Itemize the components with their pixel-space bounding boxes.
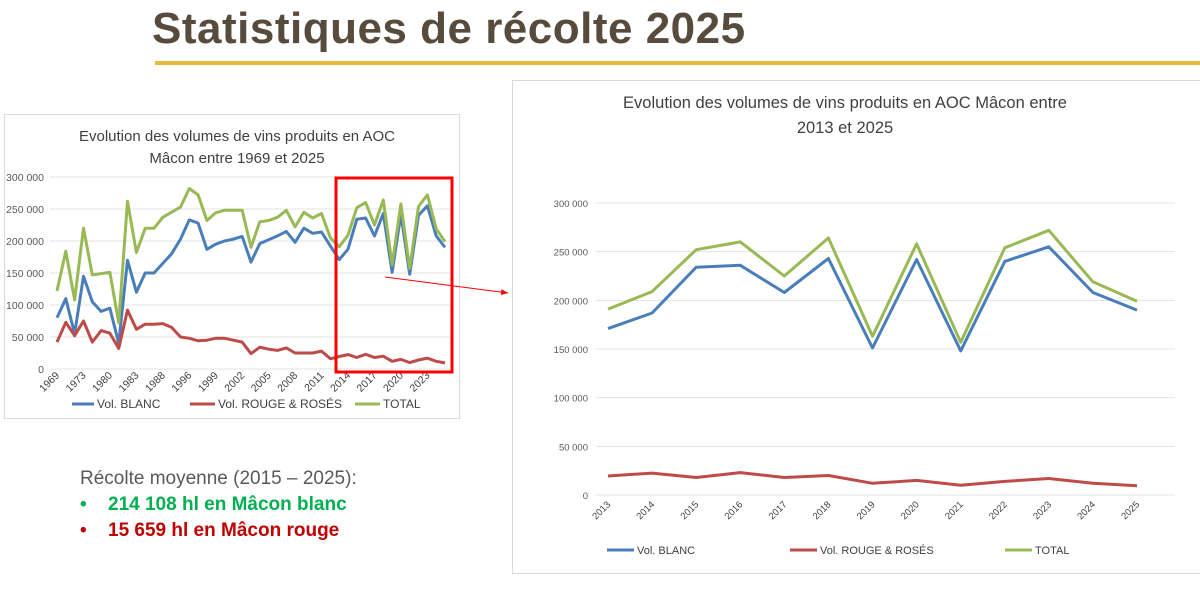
series-line-vol-rouge-ros-s: [55, 308, 446, 365]
chart-title: Evolution des volumes de vins produits e…: [79, 128, 395, 145]
x-tick-label: 2023: [1031, 499, 1054, 522]
x-tick-label: 1980: [90, 370, 115, 395]
x-tick-label: 2002: [222, 370, 247, 395]
y-tick-label: 50 000: [559, 442, 588, 453]
y-tick-label: 0: [38, 364, 44, 376]
series-line-vol-blanc: [55, 204, 447, 345]
x-tick-label: 1973: [64, 370, 89, 395]
x-tick-label: 1988: [143, 370, 168, 395]
chart-title: 2013 et 2025: [797, 119, 893, 137]
chart-2013-2025-frame: [512, 80, 1200, 574]
x-tick-label: 2015: [679, 499, 702, 522]
series-line-vol-blanc: [607, 245, 1138, 353]
y-tick-label: 150 000: [554, 345, 588, 356]
x-tick-label: 2017: [767, 499, 790, 522]
x-tick-label: 1999: [196, 370, 221, 395]
x-tick-label: 2008: [275, 370, 300, 395]
summary-item-blanc: • 214 108 hl en Mâcon blanc: [80, 492, 357, 518]
y-tick-label: 250 000: [554, 248, 588, 259]
x-tick-label: 2011: [302, 370, 327, 395]
x-tick-label: 2024: [1075, 499, 1098, 522]
x-tick-label: 2013: [590, 499, 613, 522]
x-tick-label: 2021: [943, 499, 966, 522]
x-tick-label: 2025: [1119, 499, 1142, 522]
page-title: Statistiques de récolte 2025: [152, 4, 746, 53]
x-tick-label: 1983: [116, 370, 141, 395]
x-tick-label: 2019: [855, 499, 878, 522]
highlight-rectangle: [334, 176, 454, 374]
legend-label: Vol. ROUGE & ROSÉS: [218, 396, 342, 411]
y-tick-label: 300 000: [6, 172, 44, 184]
summary-rouge-text: 15 659 hl en Mâcon rouge: [108, 520, 340, 541]
title-underline: [155, 61, 1200, 65]
series-line-total: [607, 228, 1138, 344]
average-harvest-summary: Récolte moyenne (2015 – 2025): • 214 108 …: [80, 466, 357, 544]
x-tick-label: 1996: [169, 370, 194, 395]
chart-title: Mâcon entre 1969 et 2025: [149, 150, 324, 167]
legend-label: TOTAL: [1035, 545, 1069, 557]
legend-label: Vol. BLANC: [637, 545, 695, 557]
y-tick-label: 200 000: [6, 236, 44, 248]
x-tick-label: 2022: [987, 499, 1010, 522]
y-tick-label: 300 000: [554, 199, 588, 210]
bullet-icon: •: [80, 520, 87, 541]
y-tick-label: 100 000: [554, 394, 588, 405]
x-tick-label: 2005: [249, 370, 274, 395]
zoom-arrow: [384, 276, 509, 296]
x-tick-label: 2020: [899, 499, 922, 522]
y-tick-label: 250 000: [6, 204, 44, 216]
y-tick-label: 0: [583, 491, 588, 502]
summary-heading: Récolte moyenne (2015 – 2025):: [80, 468, 357, 489]
bullet-icon: •: [80, 494, 87, 515]
chart-recent: Evolution des volumes de vins produits e…: [554, 94, 1175, 557]
summary-item-rouge: • 15 659 hl en Mâcon rouge: [80, 518, 357, 544]
y-tick-label: 200 000: [554, 296, 588, 307]
y-tick-label: 50 000: [12, 332, 44, 344]
x-tick-label: 2018: [811, 499, 834, 522]
y-tick-label: 100 000: [6, 300, 44, 312]
legend-label: Vol. ROUGE & ROSÉS: [820, 544, 934, 557]
x-tick-label: 2016: [723, 499, 746, 522]
legend-label: Vol. BLANC: [97, 397, 161, 411]
chart-long-term: Evolution des volumes de vins produits e…: [6, 128, 450, 411]
chart-title: Evolution des volumes de vins produits e…: [623, 94, 1067, 112]
series-line-total: [55, 187, 447, 325]
series-line-vol-rouge-ros-s: [607, 471, 1138, 488]
summary-blanc-text: 214 108 hl en Mâcon blanc: [108, 494, 347, 515]
legend-label: TOTAL: [383, 397, 421, 411]
x-tick-label: 2014: [634, 499, 657, 522]
y-tick-label: 150 000: [6, 268, 44, 280]
